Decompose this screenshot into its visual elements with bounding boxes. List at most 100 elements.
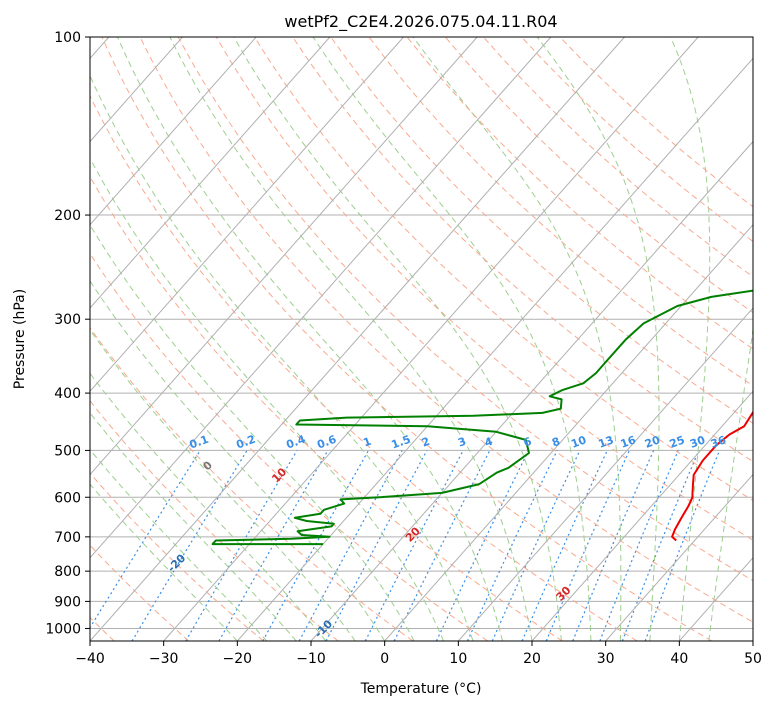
moist-adiabat-line bbox=[90, 74, 474, 641]
isotherm-line bbox=[236, 57, 753, 641]
x-tick-label: 10 bbox=[449, 651, 467, 667]
moist-adiabat-line bbox=[90, 372, 327, 641]
x-tick-label: −40 bbox=[75, 651, 105, 667]
mixing-ratio-label: 0.2 bbox=[234, 433, 257, 452]
x-tick-label: 40 bbox=[670, 651, 688, 667]
mixing-ratio-label: 1 bbox=[361, 435, 373, 450]
dry-adiabat-line bbox=[292, 37, 753, 463]
dry-adiabat-line bbox=[90, 175, 563, 641]
mixing-ratio-line bbox=[572, 450, 655, 641]
y-tick-label: 800 bbox=[54, 564, 81, 580]
x-tick-label: 0 bbox=[380, 651, 389, 667]
y-tick-label: 500 bbox=[54, 443, 81, 459]
dry-adiabat-line bbox=[406, 37, 753, 350]
mixing-ratio-label: 10 bbox=[569, 433, 588, 451]
mixing-ratio-label: 20 bbox=[643, 433, 662, 451]
mixing-ratio-line bbox=[644, 450, 721, 641]
moist-adiabat-line bbox=[233, 37, 562, 641]
moist-adiabat-line bbox=[90, 448, 268, 641]
mixing-ratio-line bbox=[298, 450, 403, 641]
isotherm-line bbox=[605, 473, 753, 641]
isotherm-line bbox=[457, 307, 753, 641]
mixing-ratio-line bbox=[325, 450, 428, 641]
dry-adiabat-line bbox=[90, 472, 264, 641]
dewpoint-profile bbox=[211, 289, 753, 546]
moist-adiabat-line bbox=[90, 412, 297, 641]
mixing-ratio-line bbox=[466, 450, 558, 641]
dry-adiabat-line bbox=[90, 399, 339, 641]
isotherm-line bbox=[90, 37, 552, 559]
plot-background bbox=[90, 37, 753, 641]
y-tick-label: 1000 bbox=[45, 621, 81, 637]
isotherm-line bbox=[90, 37, 257, 226]
isotherm-line bbox=[310, 140, 753, 641]
isotherm-line bbox=[90, 37, 404, 393]
moist-adiabat-line bbox=[312, 37, 592, 641]
isotherm-line bbox=[90, 37, 478, 476]
mixing-ratio-label: 3 bbox=[456, 435, 468, 450]
mixing-ratio-label: 0.6 bbox=[315, 433, 338, 452]
moist-adiabat-line bbox=[169, 37, 533, 641]
mixing-ratio-line bbox=[599, 450, 679, 641]
chart-title: wetPf2_C2E4.2026.075.04.11.R04 bbox=[284, 12, 557, 32]
dry-adiabat-line bbox=[101, 37, 712, 641]
x-tick-label: 30 bbox=[597, 651, 615, 667]
mixing-ratio-label: 13 bbox=[597, 433, 616, 450]
isotherm-line bbox=[531, 390, 753, 641]
isotherm-line bbox=[90, 37, 183, 143]
y-tick-label: 600 bbox=[54, 490, 81, 506]
y-tick-label: 900 bbox=[54, 594, 81, 610]
dry-adiabat-line bbox=[330, 37, 753, 424]
y-tick-label: 700 bbox=[54, 530, 81, 546]
mixing-ratio-label: 6 bbox=[522, 435, 534, 450]
moist-adiabat-line bbox=[117, 37, 503, 641]
mixing-ratio-line bbox=[90, 450, 201, 629]
mixing-ratio-line bbox=[185, 450, 298, 641]
x-tick-label: −30 bbox=[149, 651, 179, 667]
dry-adiabat-line bbox=[177, 37, 753, 582]
isotherm-line bbox=[384, 224, 753, 641]
mixing-ratio-line bbox=[621, 450, 700, 641]
mixing-ratio-label: 30 bbox=[688, 433, 707, 451]
dry-adiabat-line bbox=[254, 37, 753, 501]
mixing-ratio-line bbox=[435, 450, 530, 641]
x-axis-label: Temperature (°C) bbox=[360, 681, 482, 697]
mixing-ratio-line bbox=[521, 450, 608, 641]
mixing-ratio-label: 8 bbox=[550, 435, 562, 450]
mixing-ratio-label: 25 bbox=[668, 433, 687, 450]
x-tick-label: −10 bbox=[296, 651, 326, 667]
dry-adiabat-line bbox=[90, 252, 488, 641]
dry-adiabat-line bbox=[139, 37, 753, 623]
y-tick-label: 400 bbox=[54, 386, 81, 402]
y-axis-label: Pressure (hPa) bbox=[12, 289, 28, 389]
mixing-ratio-label: 16 bbox=[619, 433, 638, 451]
mixing-ratio-label: 0.4 bbox=[284, 433, 307, 452]
isotherm-line bbox=[90, 37, 625, 641]
y-tick-label: 100 bbox=[54, 30, 81, 46]
mixing-ratio-line bbox=[218, 450, 329, 641]
isotherm-line bbox=[752, 640, 753, 641]
isotherm-line bbox=[90, 37, 331, 309]
mixing-ratio-line bbox=[545, 450, 630, 641]
moist-adiabat-line bbox=[412, 37, 622, 641]
moist-adiabat-line bbox=[90, 328, 356, 641]
mixing-ratio-label: 1.5 bbox=[390, 433, 413, 452]
plot-frame bbox=[89, 36, 754, 642]
mixing-ratio-label: 2 bbox=[420, 435, 432, 450]
moist-adiabat-line bbox=[670, 37, 711, 641]
x-tick-label: −20 bbox=[223, 651, 253, 667]
mixing-ratio-label: 0.1 bbox=[188, 433, 211, 452]
dry-adiabat-label: 40 bbox=[723, 643, 743, 663]
y-tick-label: 300 bbox=[54, 312, 81, 328]
mixing-ratio-label: 36 bbox=[709, 433, 728, 451]
y-tick-label: 200 bbox=[54, 208, 81, 224]
mixing-ratio-label: 4 bbox=[483, 435, 495, 450]
x-tick-label: 20 bbox=[523, 651, 541, 667]
moist-adiabat-line bbox=[90, 157, 445, 641]
dry-adiabat-line bbox=[90, 544, 190, 641]
dry-adiabat-line bbox=[368, 37, 753, 387]
dry-adiabat-line bbox=[90, 94, 638, 641]
moist-adiabat-line bbox=[90, 483, 238, 641]
moist-adiabat-line bbox=[536, 37, 660, 641]
